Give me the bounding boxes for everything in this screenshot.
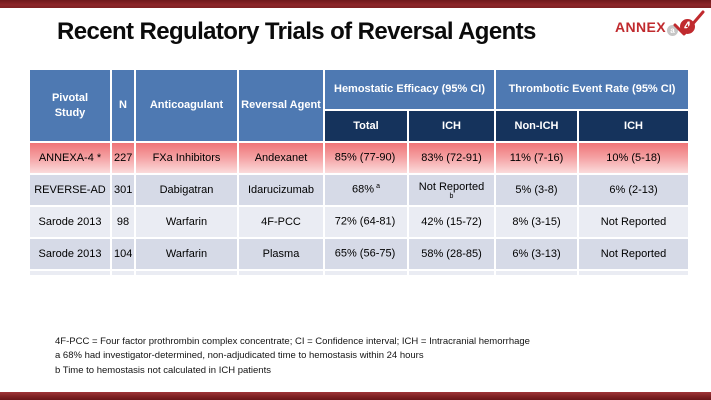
cell-n: 104 — [110, 237, 136, 271]
cell-agent: Plasma — [237, 237, 325, 271]
footnote-abbreviations: 4F-PCC = Four factor prothrombin complex… — [55, 336, 530, 347]
cell-study: Sarode 2013 — [28, 205, 112, 239]
cell-agent: 4F-PCC — [237, 205, 325, 239]
group-header-hemostatic-efficacy: Hemostatic Efficacy (95% CI) — [323, 68, 496, 111]
cell-rate-non-ich: 6% (3-13) — [494, 237, 579, 271]
sub-header-non-ich: Non-ICH — [494, 109, 579, 143]
table-row-sarode-4fpcc: Sarode 2013 98 Warfarin 4F-PCC 72% (64-8… — [28, 205, 691, 239]
cell-efficacy-total: 72% (64-81) — [323, 205, 409, 239]
cell-efficacy-ich: 42% (15-72) — [407, 205, 496, 239]
sub-header-total: Total — [323, 109, 409, 143]
cell-n: 98 — [110, 205, 136, 239]
cell-efficacy-ich: 58% (28-85) — [407, 237, 496, 271]
sub-header-rate-ich: ICH — [576, 109, 691, 143]
checkmark-icon — [673, 10, 705, 36]
bottom-accent-bar — [0, 392, 711, 400]
footnote-b: b Time to hemostasis not calculated in I… — [55, 364, 271, 376]
cell-n: 301 — [110, 173, 136, 207]
cell-rate-non-ich: 8% (3-15) — [494, 205, 579, 239]
cell-efficacy-ich: Not Reported b — [407, 173, 496, 207]
header-row-subcolumns: Total ICH Non-ICH ICH — [29, 109, 691, 143]
cell-anticoagulant: Warfarin — [134, 237, 239, 271]
table-row-reverse-ad: REVERSE-AD 301 Dabigatran Idarucizumab 6… — [28, 173, 691, 207]
table-row-sarode-plasma: Sarode 2013 104 Warfarin Plasma 65% (56-… — [28, 237, 691, 271]
footnotes: 4F-PCC = Four factor prothrombin complex… — [55, 335, 530, 378]
header-row-groups: Pivotal Study N Anticoagulant Reversal A… — [28, 68, 691, 143]
top-accent-bar — [0, 0, 711, 8]
footnote-a: a 68% had investigator-determined, non-a… — [55, 350, 424, 362]
annexa4-logo: ANNEX a 4 — [614, 10, 705, 40]
sub-header-efficacy-ich: ICH — [407, 109, 496, 143]
cell-anticoagulant: Warfarin — [134, 205, 239, 239]
cell-rate-ich: Not Reported — [576, 205, 691, 239]
cell-efficacy-total: 65% (56-75) — [323, 237, 409, 271]
cell-rate-ich: 10% (5-18) — [576, 141, 691, 175]
cell-study: Sarode 2013 — [28, 237, 112, 271]
cell-rate-non-ich: 11% (7-16) — [494, 141, 579, 175]
cell-anticoagulant: FXa Inhibitors — [134, 141, 239, 175]
cell-rate-ich: Not Reported — [576, 237, 691, 271]
col-header-reversal-agent: Reversal Agent — [237, 68, 325, 143]
cell-rate-ich: 6% (2-13) — [576, 173, 691, 207]
logo-text-a: a — [667, 24, 678, 36]
col-header-n: N — [110, 68, 136, 143]
logo-text-annex: ANNEX — [614, 19, 666, 35]
logo-badge-4: 4 — [673, 10, 705, 37]
cell-n: 227 — [110, 141, 136, 175]
table-bottom-strip — [28, 269, 691, 277]
table-row-annexa4: ANNEXA-4 * 227 FXa Inhibitors Andexanet … — [28, 141, 691, 175]
cell-anticoagulant: Dabigatran — [134, 173, 239, 207]
cell-efficacy-total: 68% a — [323, 173, 409, 207]
cell-efficacy-ich: 83% (72-91) — [407, 141, 496, 175]
cell-agent: Andexanet — [237, 141, 325, 175]
group-header-thrombotic-event-rate: Thrombotic Event Rate (95% CI) — [493, 68, 691, 111]
cell-study: REVERSE-AD — [28, 173, 112, 207]
col-header-anticoagulant: Anticoagulant — [134, 68, 239, 143]
cell-rate-non-ich: 5% (3-8) — [494, 173, 579, 207]
cell-efficacy-total: 85% (77-90) — [323, 141, 409, 175]
trials-table: Pivotal Study N Anticoagulant Reversal A… — [28, 68, 691, 277]
cell-agent: Idarucizumab — [237, 173, 325, 207]
cell-study: ANNEXA-4 * — [28, 141, 112, 175]
slide-title: Recent Regulatory Trials of Reversal Age… — [57, 18, 536, 45]
col-header-pivotal-study: Pivotal Study — [28, 68, 112, 143]
